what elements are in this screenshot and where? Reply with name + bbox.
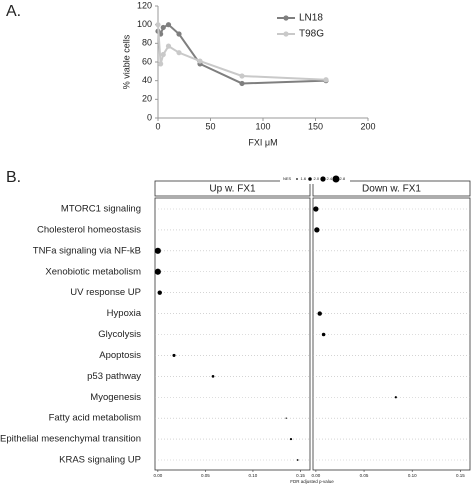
x-tick-label: 0.10 [249,473,258,478]
category-label: KRAS signaling UP [59,455,141,466]
point [155,22,161,28]
x-tick-label: 200 [360,121,375,131]
legend-label: 2.0 [314,176,320,181]
category-label: Cholesterol homeostasis [37,224,141,235]
dot [317,311,322,316]
dot [394,396,397,399]
x-axis-label: FXI μM [248,137,277,147]
legend-dot [332,175,340,183]
dot [314,227,320,233]
legend-dot [296,178,298,180]
dot [289,437,293,441]
dot [154,268,161,275]
category-label: Glycolysis [98,329,141,340]
panel-label: A. [6,3,21,20]
point [160,24,166,31]
x-tick-label: 0.10 [408,473,417,478]
category-label: Fatty acid metabolism [49,413,141,424]
legend-label: T98G [299,29,324,40]
category-label: Hypoxia [107,308,142,319]
dot [172,353,176,357]
category-label: Myogenesis [90,392,141,403]
legend-swatch [283,15,289,21]
dot [154,247,161,254]
legend-label: 2.4 [327,176,333,181]
point [160,51,166,58]
y-tick-label: 40 [142,75,152,85]
point [158,61,164,67]
category-label: TNFa signaling via NF-kB [33,245,141,256]
x-tick-label: 0.15 [296,473,305,478]
y-tick-label: 0 [147,112,152,122]
x-tick-label: 0.05 [201,473,210,478]
point [165,22,172,28]
y-tick-label: 80 [142,38,152,48]
dot [313,206,319,212]
point [197,58,203,64]
legend-dot [320,176,326,182]
legend-box [280,174,350,184]
legend-title: NES [283,176,292,181]
category-label: Apoptosis [99,350,141,361]
facet-header [312,180,471,197]
legend-label: 1.6 [301,176,307,181]
point [239,73,245,79]
panel-label: B. [6,169,21,186]
point [165,43,172,49]
facet-panel [154,197,311,471]
y-tick-label: 100 [137,19,152,29]
legend-label: 2.8 [340,176,346,181]
y-tick-label: 20 [142,94,152,104]
category-label: UV response UP [70,287,141,298]
x-tick-label: 0.00 [153,473,162,478]
facet-panel [312,197,471,471]
category-label: Xenobiotic metabolism [45,266,141,277]
category-label: MTORC1 signaling [61,204,141,215]
x-tick-label: 0.00 [312,473,321,478]
legend-dot [308,177,312,181]
point [323,77,329,83]
x-axis-label: FDR adjusted p-value [290,479,334,484]
legend-swatch [283,31,289,37]
y-axis-label: % viable cells [121,34,131,89]
y-tick-label: 60 [142,56,152,66]
x-tick-label: 50 [205,121,215,131]
x-tick-label: 100 [255,121,270,131]
x-tick-label: 150 [308,121,323,131]
dot [296,459,299,461]
x-tick-label: 0.15 [456,473,465,478]
category-label: p53 pathway [87,371,141,382]
category-label: Epithelial mesenchymal transition [0,434,141,445]
point [176,50,182,56]
x-tick-label: 0 [155,121,160,131]
y-tick-label: 120 [137,0,152,10]
legend-label: LN18 [299,13,323,24]
dot [285,417,287,419]
facet-header [154,180,311,197]
facet-title: Down w. FX1 [362,184,421,195]
dot [157,290,162,295]
dot [321,332,326,337]
x-tick-label: 0.05 [360,473,369,478]
dot [211,375,215,378]
point [176,31,182,37]
facet-title: Up w. FX1 [209,184,256,195]
point [239,80,245,87]
